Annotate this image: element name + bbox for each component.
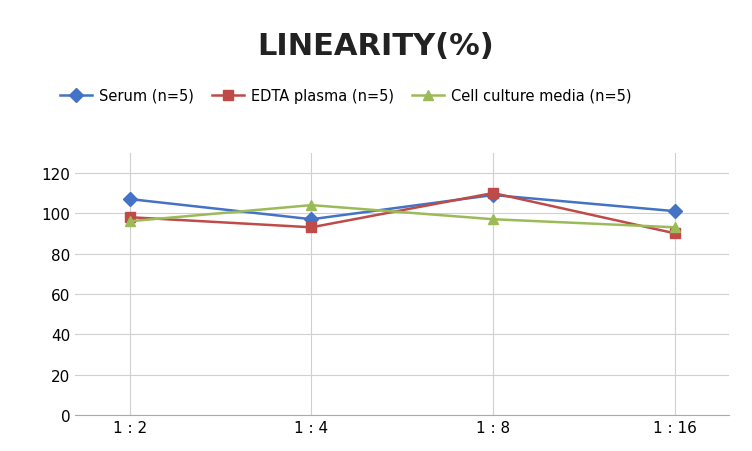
- EDTA plasma (n=5): [671, 231, 680, 236]
- Cell culture media (n=5): [307, 203, 316, 208]
- Serum (n=5): [671, 209, 680, 214]
- Serum (n=5): [307, 217, 316, 222]
- Line: Cell culture media (n=5): Cell culture media (n=5): [125, 201, 680, 233]
- Cell culture media (n=5): [671, 225, 680, 230]
- Text: LINEARITY(%): LINEARITY(%): [258, 32, 494, 60]
- EDTA plasma (n=5): [307, 225, 316, 230]
- Cell culture media (n=5): [489, 217, 498, 222]
- EDTA plasma (n=5): [489, 191, 498, 196]
- Line: EDTA plasma (n=5): EDTA plasma (n=5): [125, 189, 680, 239]
- Serum (n=5): [489, 193, 498, 198]
- Cell culture media (n=5): [125, 219, 134, 225]
- Line: Serum (n=5): Serum (n=5): [125, 191, 680, 225]
- Serum (n=5): [125, 197, 134, 202]
- Legend: Serum (n=5), EDTA plasma (n=5), Cell culture media (n=5): Serum (n=5), EDTA plasma (n=5), Cell cul…: [60, 88, 632, 103]
- EDTA plasma (n=5): [125, 215, 134, 221]
